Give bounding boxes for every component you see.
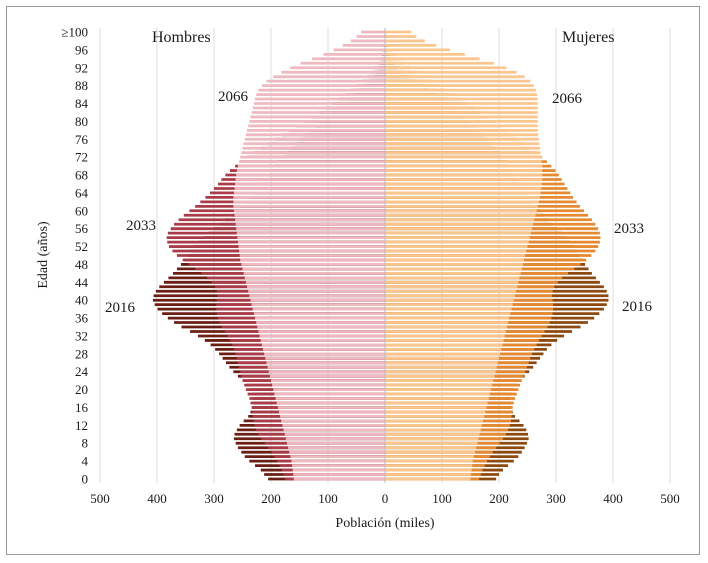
y-tick-label: 44 xyxy=(75,275,89,290)
y-tick-label: 24 xyxy=(75,364,89,379)
y-tick-label: 76 xyxy=(75,132,89,147)
x-tick-label: 300 xyxy=(546,491,566,506)
year-label-2016-men: 2016 xyxy=(105,300,136,316)
x-tick-label: 400 xyxy=(147,491,167,506)
x-tick-label: 500 xyxy=(90,491,110,506)
y-tick-label: 40 xyxy=(75,293,88,308)
year-label-2066-women: 2066 xyxy=(552,91,583,107)
y-tick-label: ≥100 xyxy=(61,25,88,40)
y-tick-label: 92 xyxy=(75,60,88,75)
bars-layer xyxy=(153,30,609,481)
y-tick-label: 32 xyxy=(75,328,88,343)
year-label-2016-women: 2016 xyxy=(622,299,653,315)
y-tick-label: 80 xyxy=(75,114,88,129)
x-tick-label: 300 xyxy=(204,491,224,506)
y-tick-label: 96 xyxy=(75,42,89,57)
y-tick-label: 48 xyxy=(75,257,88,272)
year-label-2033-women: 2033 xyxy=(614,221,644,237)
y-tick-labels: 0481216202428323640444852566064687276808… xyxy=(61,25,88,487)
x-tick-label: 0 xyxy=(382,491,389,506)
chart-frame xyxy=(6,6,700,555)
x-tick-labels: 500 400 300 200 100 0 100 200 300 400 500 xyxy=(90,491,680,506)
y-tick-label: 36 xyxy=(75,311,89,326)
y-tick-label: 88 xyxy=(75,78,88,93)
y-tick-label: 20 xyxy=(75,382,88,397)
year-label-2033-men: 2033 xyxy=(126,218,156,234)
x-tick-label: 400 xyxy=(603,491,623,506)
x-tick-label: 100 xyxy=(318,491,338,506)
y-tick-label: 28 xyxy=(75,346,88,361)
x-tick-label: 200 xyxy=(261,491,281,506)
y-tick-label: 60 xyxy=(75,203,88,218)
x-tick-label: 100 xyxy=(432,491,452,506)
y-tick-label: 8 xyxy=(82,436,89,451)
y-tick-label: 64 xyxy=(75,185,89,200)
y-tick-label: 16 xyxy=(75,400,89,415)
men-title: Hombres xyxy=(152,29,211,46)
x-axis-title: Población (miles) xyxy=(335,516,434,531)
x-tick-label: 200 xyxy=(489,491,509,506)
y-tick-label: 72 xyxy=(75,150,88,165)
x-tick-label: 500 xyxy=(660,491,680,506)
y-tick-label: 52 xyxy=(75,239,88,254)
y-tick-label: 4 xyxy=(82,454,89,469)
y-tick-label: 0 xyxy=(82,472,89,487)
year-label-2066-men: 2066 xyxy=(218,89,249,105)
y-tick-label: 56 xyxy=(75,221,89,236)
y-tick-label: 68 xyxy=(75,168,88,183)
women-title: Mujeres xyxy=(562,29,614,46)
y-tick-label: 12 xyxy=(75,418,88,433)
y-tick-label: 84 xyxy=(75,96,89,111)
y-axis-title: Edad (años) xyxy=(36,221,51,289)
